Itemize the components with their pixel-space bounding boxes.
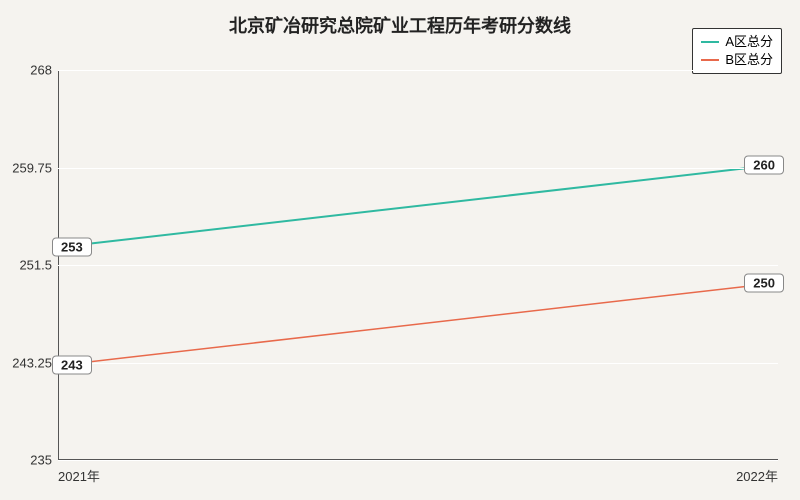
x-axis-label: 2022年 — [736, 460, 778, 485]
legend-item-b: B区总分 — [701, 51, 773, 69]
legend-label-a: A区总分 — [725, 33, 773, 51]
series-line — [58, 283, 778, 366]
chart-container: 北京矿冶研究总院矿业工程历年考研分数线 A区总分 B区总分 235243.252… — [0, 0, 800, 500]
legend-swatch-b — [701, 59, 719, 61]
chart-title: 北京矿冶研究总院矿业工程历年考研分数线 — [229, 12, 571, 38]
legend-label-b: B区总分 — [725, 51, 773, 69]
y-axis-label: 259.75 — [12, 160, 58, 175]
data-callout: 260 — [744, 155, 784, 174]
grid-line — [58, 265, 778, 266]
series-line — [58, 165, 778, 248]
y-axis-label: 251.5 — [19, 258, 58, 273]
data-callout: 250 — [744, 273, 784, 292]
y-axis-label: 235 — [30, 453, 58, 468]
legend-swatch-a — [701, 41, 719, 43]
grid-line — [58, 460, 778, 461]
legend: A区总分 B区总分 — [692, 28, 782, 74]
grid-line — [58, 363, 778, 364]
data-callout: 243 — [52, 356, 92, 375]
grid-line — [58, 168, 778, 169]
grid-line — [58, 70, 778, 71]
y-axis-label: 268 — [30, 63, 58, 78]
plot-area: 235243.25251.5259.752682021年2022年2532432… — [58, 70, 778, 460]
data-callout: 253 — [52, 238, 92, 257]
legend-item-a: A区总分 — [701, 33, 773, 51]
x-axis-label: 2021年 — [58, 460, 100, 485]
